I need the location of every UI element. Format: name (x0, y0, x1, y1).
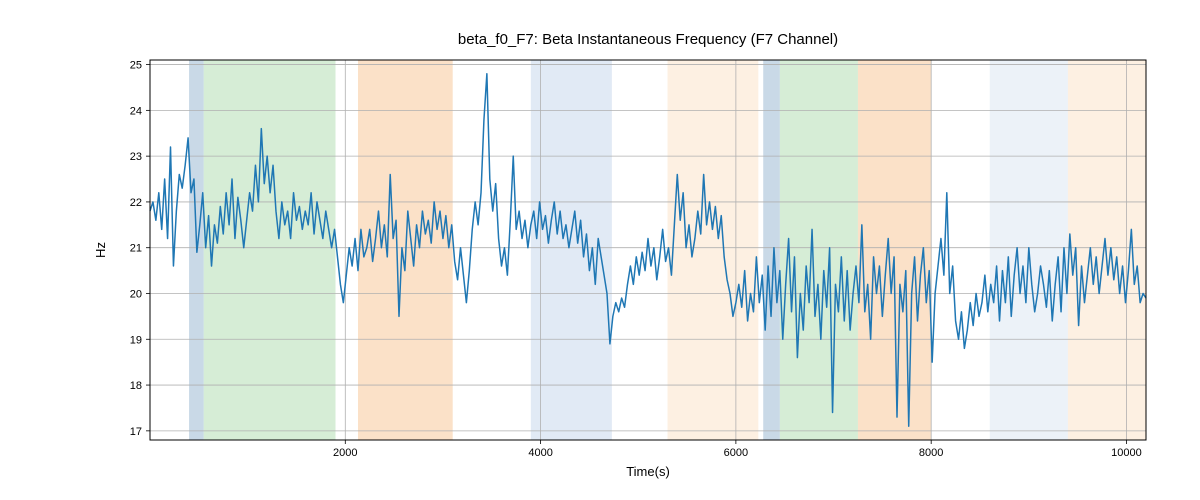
region-band (763, 60, 780, 440)
region-band (668, 60, 759, 440)
ytick-label: 20 (130, 288, 142, 300)
ytick-label: 19 (130, 334, 142, 346)
region-band (780, 60, 858, 440)
ytick-label: 25 (130, 60, 142, 72)
xtick-label: 2000 (333, 447, 357, 459)
xtick-label: 8000 (919, 447, 943, 459)
ytick-label: 24 (130, 105, 142, 117)
chart-container: 17 18 19 20 21 22 23 24 25 2000 4000 6000 8000 10000 T… (0, 0, 1200, 500)
chart-title: beta_f0_F7: Beta Instantaneous Frequency… (458, 31, 838, 48)
region-band (204, 60, 336, 440)
chart-svg: 17 18 19 20 21 22 23 24 25 2000 4000 6000 8000 10000 T… (0, 0, 1200, 500)
ytick-label: 17 (130, 426, 142, 438)
ytick-label: 22 (130, 197, 142, 209)
ylabel: Hz (93, 242, 108, 258)
ytick-label: 23 (130, 151, 142, 163)
xtick-label: 6000 (724, 447, 748, 459)
region-band (858, 60, 931, 440)
region-band (1068, 60, 1146, 440)
ytick-label: 18 (130, 380, 142, 392)
ytick-label: 21 (130, 243, 142, 255)
xtick-label: 10000 (1111, 447, 1142, 459)
xlabel: Time(s) (626, 464, 670, 479)
xtick-label: 4000 (528, 447, 552, 459)
